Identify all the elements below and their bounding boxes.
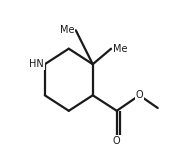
Text: O: O	[136, 90, 143, 100]
Text: Me: Me	[113, 44, 127, 54]
Text: Me: Me	[60, 25, 74, 35]
Text: O: O	[113, 136, 121, 146]
Text: HN: HN	[29, 59, 44, 69]
